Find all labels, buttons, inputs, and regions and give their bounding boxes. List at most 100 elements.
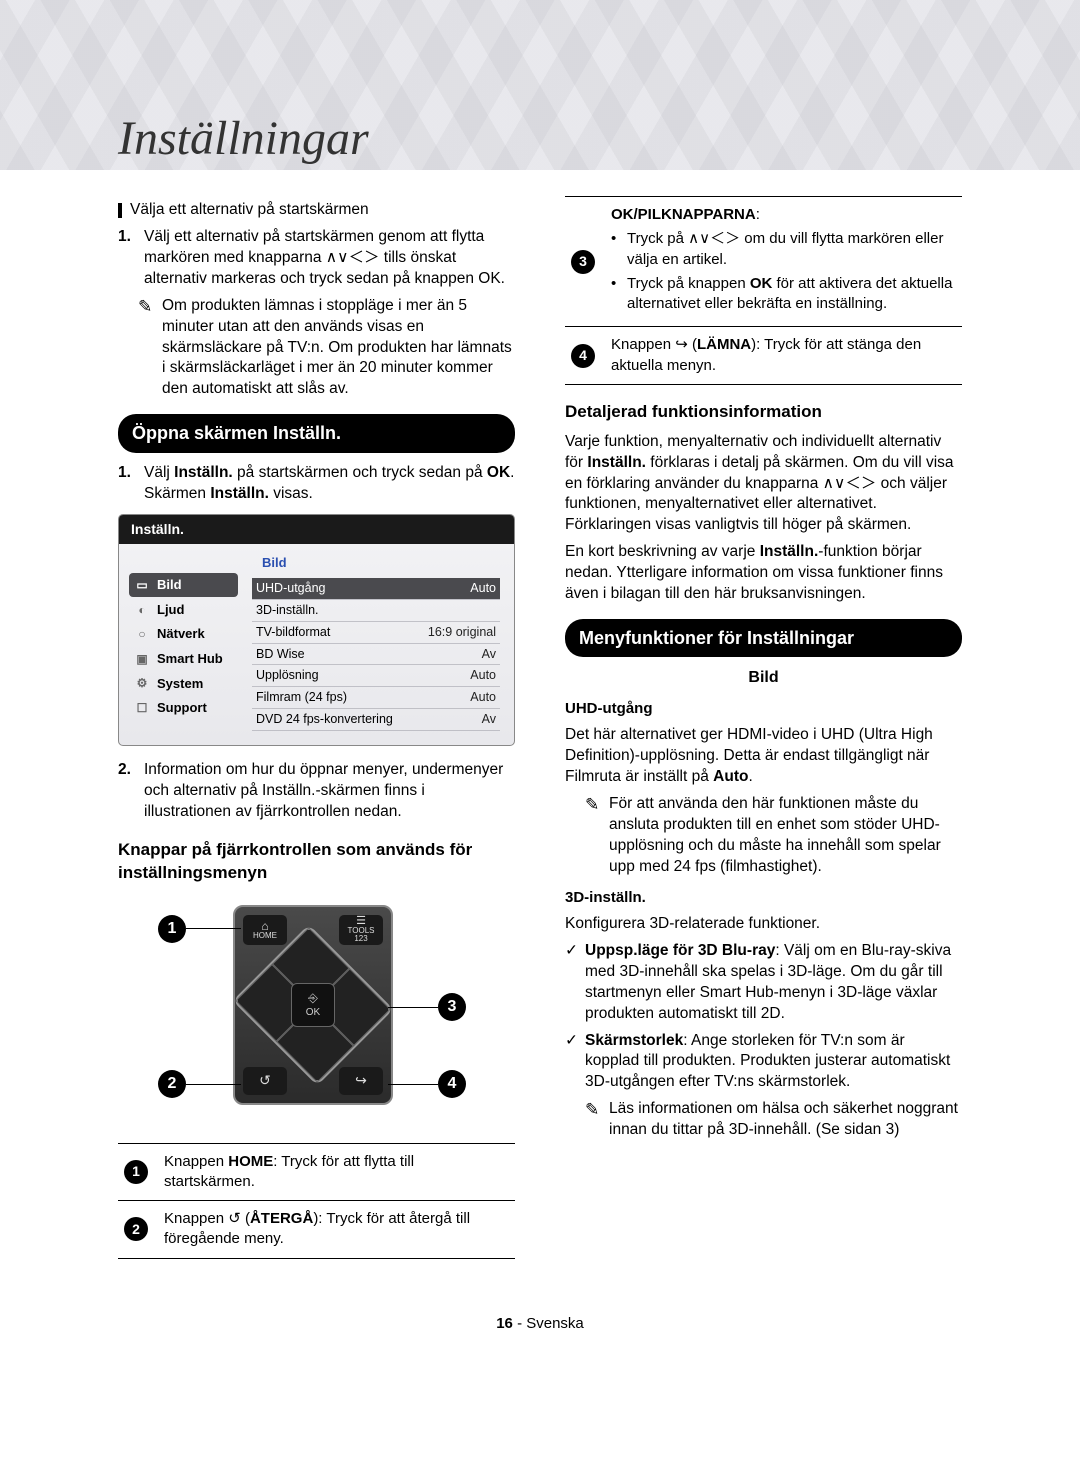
sidebar-label: Bild [157, 576, 182, 594]
right-column: 3 OK/PILKNAPPARNA: Tryck på ∧∨＜＞ om du v… [565, 190, 962, 1269]
sidebar-item[interactable]: ▭ Bild [129, 573, 238, 597]
return-button[interactable]: ↺ [243, 1067, 287, 1095]
step-text: Information om hur du öppnar menyer, und… [144, 760, 515, 823]
settings-row[interactable]: Filmram (24 fps)Auto [252, 687, 500, 709]
callout-text: OK/PILKNAPPARNA: Tryck på ∧∨＜＞ om du vil… [605, 197, 962, 327]
settings-row[interactable]: 3D-inställn. [252, 599, 500, 621]
note-icon: ✎ [585, 794, 609, 878]
callout-num: 1 [124, 1160, 148, 1184]
settings-row[interactable]: UHD-utgångAuto [252, 578, 500, 599]
settings-panel-body: ▭ Bild ◐ Ljud ○ Nätverk ▣Smart Hub⚙System☐Supp… [119, 544, 514, 745]
sidebar-item[interactable]: ◐ Ljud [129, 598, 238, 622]
sidebar-label: Ljud [157, 601, 184, 619]
open-steps: 1. Välj Inställn. på startskärmen och tr… [118, 463, 515, 505]
callout-table-right: 3 OK/PILKNAPPARNA: Tryck på ∧∨＜＞ om du v… [565, 196, 962, 385]
section-menu-functions: Menyfunktioner för Inställningar [565, 619, 962, 657]
home-button[interactable]: ⌂ HOME [243, 915, 287, 945]
table-row: 4 Knappen ↪ (LÄMNA): Tryck för att stäng… [565, 327, 962, 385]
settings-row[interactable]: DVD 24 fps-konverteringAv [252, 709, 500, 731]
bild-label: Bild [565, 667, 962, 689]
note-text: För att använda den här funktionen måste… [609, 794, 962, 878]
step-number: 2. [118, 760, 144, 823]
sidebar-item[interactable]: ⚙System [129, 672, 238, 696]
check-item: ✓ Uppsp.läge för 3D Blu-ray: Välj om en … [565, 941, 962, 1025]
settings-key: TV-bildformat [252, 621, 415, 643]
page-number: 16 [496, 1315, 513, 1332]
settings-key: Upplösning [252, 665, 415, 687]
settings-value: Auto [415, 665, 500, 687]
callout-line [388, 1007, 438, 1009]
remote-heading: Knappar på fjärrkontrollen som används f… [118, 839, 515, 885]
callout-3: 3 [438, 993, 466, 1021]
threed-p: Konfigurera 3D-relaterade funktioner. [565, 914, 962, 935]
settings-value [415, 599, 500, 621]
callout-num: 3 [571, 250, 595, 274]
block-heading-start: Välja ett alternativ på startskärmen [118, 200, 515, 221]
sidebar-label: Nätverk [157, 625, 205, 643]
callout-line [388, 1084, 438, 1086]
callout-1: 1 [158, 915, 186, 943]
bar-icon [118, 203, 122, 218]
sidebar-item[interactable]: ○ Nätverk [129, 622, 238, 646]
uhd-head: UHD-utgång [565, 699, 962, 719]
callout-text: Knappen ↺ (ÅTERGÅ): Tryck för att återgå… [158, 1201, 515, 1259]
sidebar-icon: ○ [133, 627, 151, 641]
bullet-list: Tryck på ∧∨＜＞ om du vill flytta markören… [611, 229, 956, 314]
settings-key: UHD-utgång [252, 578, 415, 599]
exit-button[interactable]: ↪ [339, 1067, 383, 1095]
note-icon: ✎ [138, 296, 162, 401]
sidebar-icon: ▭ [133, 578, 151, 592]
settings-panel-title: Inställn. [119, 515, 514, 544]
note-icon: ✎ [585, 1099, 609, 1141]
start-steps: 1. Välj ett alternativ på startskärmen g… [118, 227, 515, 290]
settings-row[interactable]: BD WiseAv [252, 643, 500, 665]
ok-button[interactable]: ⎆ OK [291, 983, 335, 1027]
check-icon: ✓ [565, 1031, 585, 1094]
callout-line [186, 928, 241, 930]
settings-main-title: Bild [262, 554, 500, 572]
settings-key: Filmram (24 fps) [252, 687, 415, 709]
dpad[interactable]: ⎆ OK [232, 924, 393, 1085]
open-steps-2: 2. Information om hur du öppnar menyer, … [118, 760, 515, 823]
detail-p1: Varje funktion, menyalternativ och indiv… [565, 432, 962, 537]
page: Inställningar Välja ett alternativ på st… [0, 0, 1080, 1360]
tools-button[interactable]: ☰ TOOLS 123 [339, 915, 383, 945]
settings-row[interactable]: UpplösningAuto [252, 665, 500, 687]
threed-note: ✎ Läs informationen om hälsa och säkerhe… [585, 1099, 962, 1141]
sidebar-icon: ◐ [133, 603, 151, 617]
settings-main: Bild UHD-utgångAuto3D-inställn.TV-bildfo… [244, 544, 514, 745]
settings-table: UHD-utgångAuto3D-inställn.TV-bildformat1… [252, 578, 500, 731]
note-text: Läs informationen om hälsa och säkerhet … [609, 1099, 962, 1141]
settings-key: BD Wise [252, 643, 415, 665]
sidebar-item[interactable]: ▣Smart Hub [129, 647, 238, 671]
block-heading-text: Välja ett alternativ på startskärmen [130, 200, 369, 221]
remote-body: ⌂ HOME ☰ TOOLS 123 ⎆ OK [233, 905, 393, 1105]
sidebar-icon: ▣ [133, 652, 151, 666]
remote-diagram: ⌂ HOME ☰ TOOLS 123 ⎆ OK [118, 895, 515, 1125]
settings-value: 16:9 original [415, 621, 500, 643]
callout-table-left: 1 Knappen HOME: Tryck för att flytta till… [118, 1143, 515, 1259]
page-lang: Svenska [526, 1315, 584, 1332]
list-item: 1. Välj Inställn. på startskärmen och tr… [118, 463, 515, 505]
settings-row[interactable]: TV-bildformat16:9 original [252, 621, 500, 643]
content: Välja ett alternativ på startskärmen 1. … [0, 170, 1080, 1299]
sidebar-item[interactable]: ☐Support [129, 696, 238, 720]
header-pattern: Inställningar [0, 0, 1080, 170]
step-text: Välj Inställn. på startskärmen och tryck… [144, 463, 515, 505]
threed-head: 3D-inställn. [565, 888, 962, 908]
step-number: 1. [118, 463, 144, 505]
settings-sidebar: ▭ Bild ◐ Ljud ○ Nätverk ▣Smart Hub⚙System☐Supp… [119, 544, 244, 745]
callout-4: 4 [438, 1070, 466, 1098]
callout-text: Knappen HOME: Tryck för att flytta till … [158, 1143, 515, 1201]
callout-text: Knappen ↪ (LÄMNA): Tryck för att stänga … [605, 327, 962, 385]
note: ✎ Om produkten lämnas i stoppläge i mer … [138, 296, 515, 401]
step-text: Välj ett alternativ på startskärmen geno… [144, 227, 515, 290]
settings-value: Av [415, 643, 500, 665]
list-item: 2. Information om hur du öppnar menyer, … [118, 760, 515, 823]
uhd-note: ✎ För att använda den här funktionen mås… [585, 794, 962, 878]
detail-heading: Detaljerad funktionsinformation [565, 401, 962, 424]
sidebar-label: Support [157, 699, 207, 717]
uhd-paragraph: Det här alternativet ger HDMI-video i UH… [565, 725, 962, 788]
sidebar-icon: ⚙ [133, 676, 151, 690]
settings-value: Av [415, 709, 500, 731]
